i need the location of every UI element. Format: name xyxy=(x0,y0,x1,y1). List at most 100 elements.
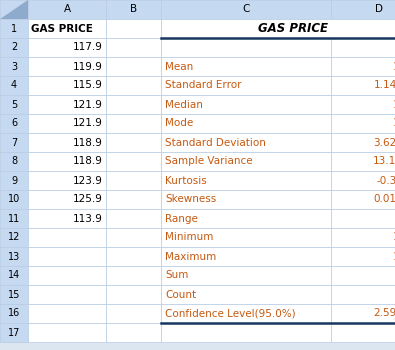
Bar xyxy=(331,247,395,266)
Text: 125.9: 125.9 xyxy=(393,252,395,261)
Text: 1: 1 xyxy=(11,23,17,34)
Bar xyxy=(161,285,331,304)
Bar xyxy=(106,133,161,152)
Bar xyxy=(28,152,106,171)
Bar xyxy=(28,0,106,19)
Bar xyxy=(106,114,161,133)
Bar xyxy=(161,38,331,57)
Bar xyxy=(0,76,28,95)
Text: 12: 12 xyxy=(8,232,20,243)
Bar xyxy=(0,57,28,76)
Text: 13.11111: 13.11111 xyxy=(373,156,395,167)
Bar xyxy=(106,171,161,190)
Text: Count: Count xyxy=(165,289,196,300)
Bar xyxy=(28,95,106,114)
Bar xyxy=(331,266,395,285)
Text: Mean: Mean xyxy=(165,62,193,71)
Bar xyxy=(0,0,28,19)
Bar xyxy=(0,152,28,171)
Text: B: B xyxy=(130,5,137,14)
Text: Mode: Mode xyxy=(165,119,193,128)
Bar xyxy=(161,190,331,209)
Bar xyxy=(106,38,161,57)
Bar xyxy=(331,95,395,114)
Bar xyxy=(0,247,28,266)
Bar xyxy=(28,19,106,38)
Text: Confidence Level(95.0%): Confidence Level(95.0%) xyxy=(165,308,295,319)
Text: Standard Error: Standard Error xyxy=(165,80,241,91)
Text: GAS PRICE: GAS PRICE xyxy=(258,22,329,35)
Bar xyxy=(331,323,395,342)
Text: Range: Range xyxy=(165,214,198,224)
Bar xyxy=(28,304,106,323)
Text: D: D xyxy=(374,5,382,14)
Bar xyxy=(331,171,395,190)
Bar xyxy=(0,133,28,152)
Bar xyxy=(0,228,28,247)
Text: 113.9: 113.9 xyxy=(393,232,395,243)
Bar xyxy=(161,76,331,95)
Text: 118.9: 118.9 xyxy=(73,138,103,147)
Bar xyxy=(161,19,395,38)
Text: Standard Deviation: Standard Deviation xyxy=(165,138,266,147)
Text: GAS PRICE: GAS PRICE xyxy=(31,23,93,34)
Text: 118.9: 118.9 xyxy=(73,156,103,167)
Bar xyxy=(106,247,161,266)
Text: 4: 4 xyxy=(11,80,17,91)
Bar xyxy=(161,228,331,247)
Bar xyxy=(28,38,106,57)
Text: Median: Median xyxy=(165,99,203,110)
Text: 17: 17 xyxy=(8,328,20,337)
Bar xyxy=(331,152,395,171)
Bar xyxy=(28,228,106,247)
Text: 10: 10 xyxy=(8,195,20,204)
Bar xyxy=(0,19,28,38)
Text: 6: 6 xyxy=(11,119,17,128)
Text: 1.145038: 1.145038 xyxy=(373,80,395,91)
Bar xyxy=(331,76,395,95)
Bar xyxy=(331,133,395,152)
Bar xyxy=(161,323,331,342)
Text: 11: 11 xyxy=(8,214,20,224)
Bar xyxy=(161,57,331,76)
Text: 13: 13 xyxy=(8,252,20,261)
Bar xyxy=(106,57,161,76)
Text: 117.9: 117.9 xyxy=(73,42,103,52)
Text: 5: 5 xyxy=(11,99,17,110)
Text: Skewness: Skewness xyxy=(165,195,216,204)
Bar xyxy=(106,0,161,19)
Text: -0.33482: -0.33482 xyxy=(376,175,395,186)
Bar xyxy=(331,190,395,209)
Text: 7: 7 xyxy=(11,138,17,147)
Text: 121.9: 121.9 xyxy=(393,119,395,128)
Text: 14: 14 xyxy=(8,271,20,280)
Bar xyxy=(161,152,331,171)
Bar xyxy=(161,304,331,323)
Bar xyxy=(331,57,395,76)
Bar xyxy=(0,171,28,190)
Bar xyxy=(106,323,161,342)
Bar xyxy=(331,304,395,323)
Text: 119.9: 119.9 xyxy=(73,62,103,71)
Bar xyxy=(161,0,331,19)
Bar xyxy=(28,57,106,76)
Text: 9: 9 xyxy=(11,175,17,186)
Bar xyxy=(28,266,106,285)
Text: 113.9: 113.9 xyxy=(73,214,103,224)
Text: 121.9: 121.9 xyxy=(73,119,103,128)
Text: Sample Variance: Sample Variance xyxy=(165,156,253,167)
Text: 15: 15 xyxy=(8,289,20,300)
Bar xyxy=(161,209,331,228)
Text: Kurtosis: Kurtosis xyxy=(165,175,207,186)
Polygon shape xyxy=(0,0,28,19)
Text: 3.620927: 3.620927 xyxy=(373,138,395,147)
Bar xyxy=(331,0,395,19)
Bar xyxy=(28,209,106,228)
Text: 119.4: 119.4 xyxy=(393,99,395,110)
Bar xyxy=(161,247,331,266)
Text: Maximum: Maximum xyxy=(165,252,216,261)
Bar xyxy=(331,38,395,57)
Bar xyxy=(0,190,28,209)
Bar xyxy=(0,285,28,304)
Bar xyxy=(28,247,106,266)
